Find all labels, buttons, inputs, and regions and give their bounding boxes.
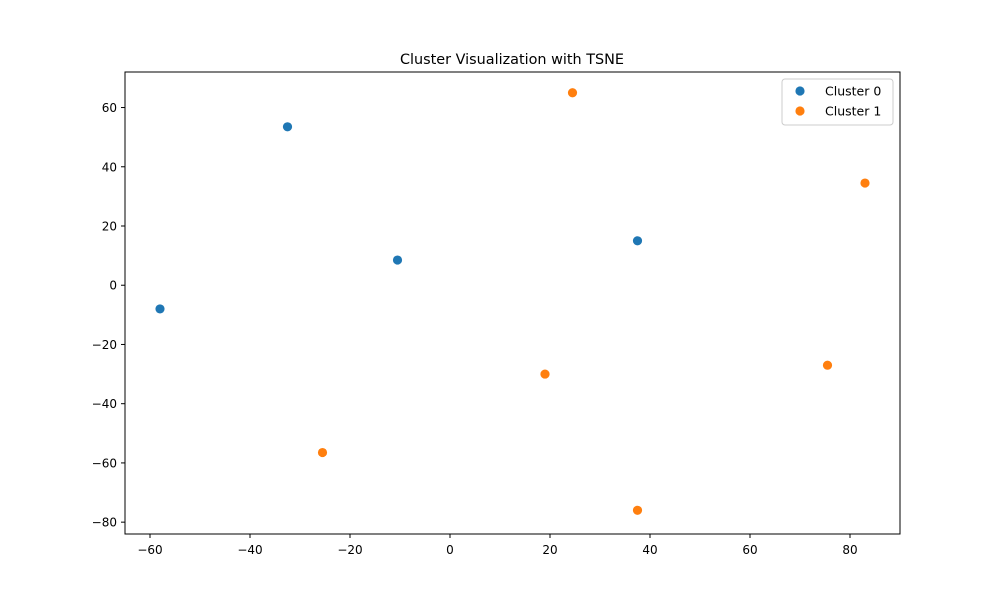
y-tick-label: 40	[102, 160, 117, 174]
y-axis: −80 −60 −40 −20 0 20 40 60	[92, 101, 125, 530]
x-tick-label: −20	[337, 543, 362, 557]
y-tick-label: 20	[102, 220, 117, 234]
x-tick-label: −40	[237, 543, 262, 557]
chart-title: Cluster Visualization with TSNE	[400, 52, 624, 68]
y-tick-label: −40	[92, 397, 117, 411]
legend-marker	[795, 106, 805, 116]
data-point	[860, 178, 870, 188]
legend-marker	[795, 86, 805, 96]
data-point	[822, 360, 833, 370]
x-tick-label: −60	[137, 543, 162, 557]
data-point	[632, 505, 643, 515]
data-point	[567, 88, 578, 98]
legend-label: Cluster 0	[825, 84, 881, 99]
y-tick-label: 60	[102, 101, 117, 115]
legend-label: Cluster 1	[825, 104, 881, 119]
x-tick-label: 80	[842, 543, 857, 557]
x-axis: −60 −40 −20 0 20 40 60 80	[137, 534, 858, 557]
x-tick-label: 60	[742, 543, 757, 557]
legend-box	[781, 78, 894, 126]
data-point	[632, 236, 643, 246]
x-tick-label: 40	[642, 543, 657, 557]
x-tick-label: 0	[446, 543, 454, 557]
plot-frame	[124, 71, 901, 535]
y-tick-label: 0	[109, 279, 117, 293]
points-layer	[155, 88, 870, 515]
data-point	[282, 122, 293, 132]
y-tick-label: −80	[92, 516, 117, 530]
data-point	[317, 447, 328, 458]
y-tick-label: −60	[92, 456, 117, 470]
data-point	[540, 369, 550, 379]
y-tick-label: −20	[92, 338, 117, 352]
x-tick-label: 20	[542, 543, 557, 557]
data-point	[392, 255, 403, 265]
legend: Cluster 0 Cluster 1	[781, 78, 894, 126]
data-point	[155, 304, 165, 314]
